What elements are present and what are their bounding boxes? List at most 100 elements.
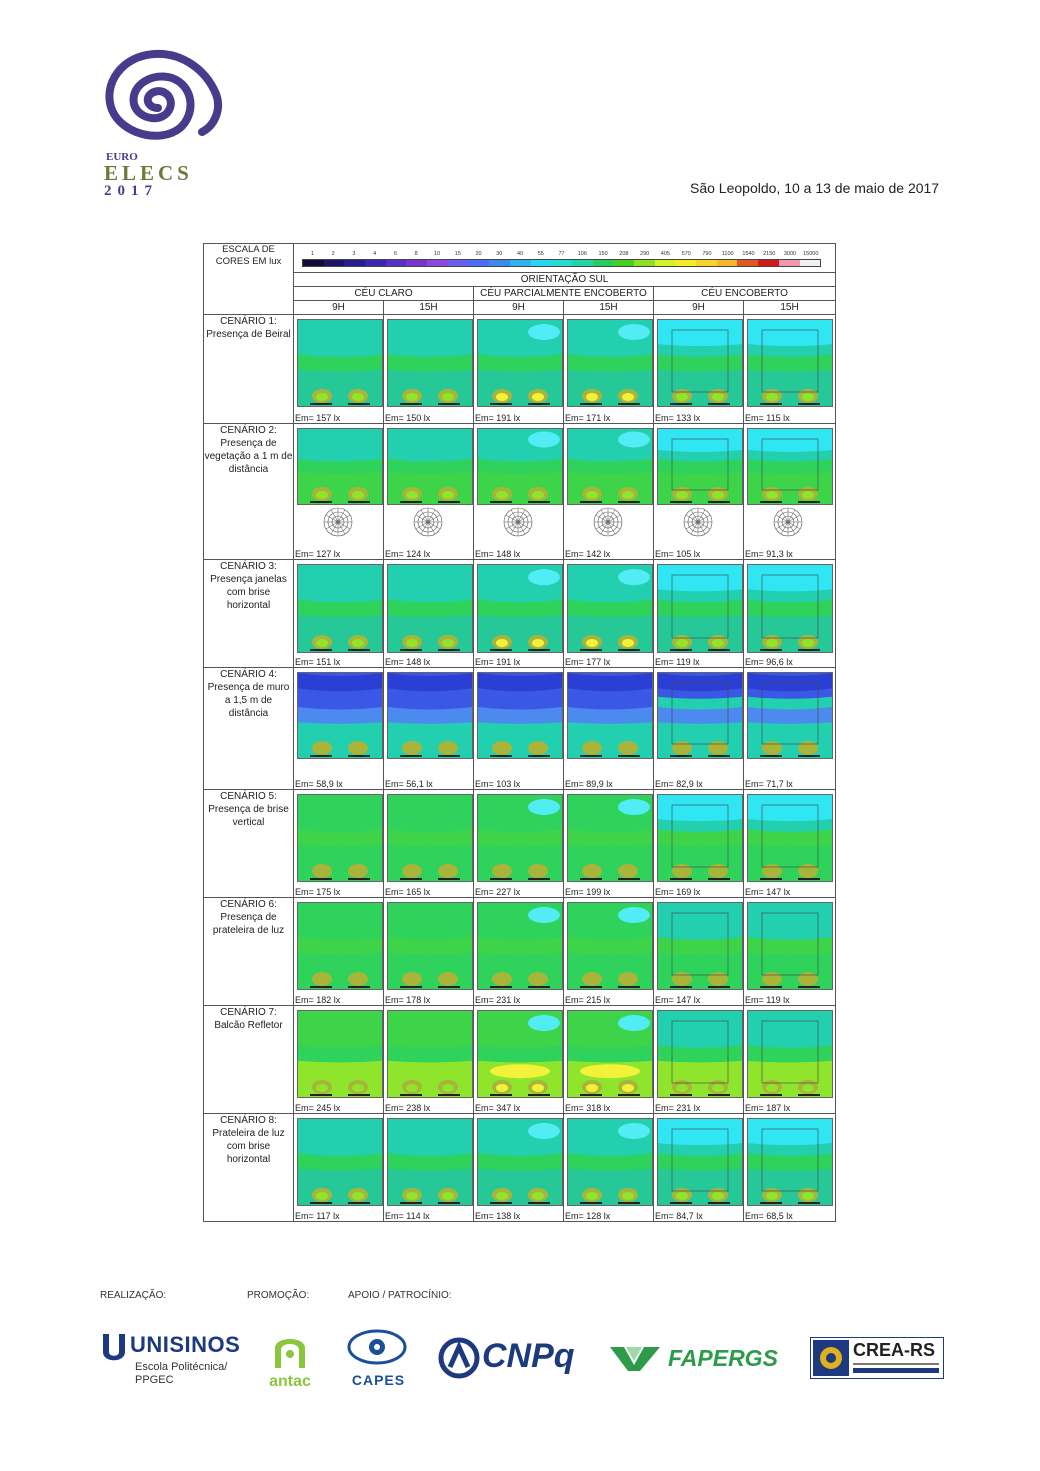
unisinos-sub2: PPGEC <box>135 1374 174 1386</box>
mean-illuminance: Em= 150 lx <box>385 413 431 423</box>
mean-illuminance: Em= 178 lx <box>385 995 431 1005</box>
illuminance-map <box>387 1010 473 1098</box>
mean-illuminance: Em= 82,9 lx <box>655 779 703 789</box>
illuminance-map <box>657 564 743 653</box>
simulation-cell: Em= 96,6 lx <box>742 559 837 668</box>
mean-illuminance: Em= 127 lx <box>295 549 341 559</box>
hour-label: 15H <box>383 300 474 315</box>
antac-logo: antac <box>255 1330 325 1391</box>
simulation-cell: Em= 215 lx <box>563 897 654 1006</box>
illuminance-map <box>567 1010 653 1098</box>
mean-illuminance: Em= 245 lx <box>295 1103 341 1113</box>
simulation-cell: Em= 178 lx <box>383 897 474 1006</box>
simulation-cell: Em= 231 lx <box>473 897 564 1006</box>
scale-swatch <box>509 260 531 266</box>
mean-illuminance: Em= 175 lx <box>295 887 341 897</box>
mean-illuminance: Em= 227 lx <box>475 887 521 897</box>
scale-swatch <box>323 260 345 266</box>
illuminance-map <box>477 1010 563 1098</box>
scale-value: 30 <box>496 251 503 257</box>
illuminance-map <box>387 672 473 759</box>
apoio-label: APOIO / PATROCÍNIO: <box>348 1290 452 1301</box>
simulation-cell: Em= 71,7 lx <box>742 667 837 790</box>
sun-path-diagram-icon <box>323 507 353 537</box>
scale-value: 1 <box>310 251 314 257</box>
simulation-cell: Em= 148 lx <box>473 423 564 560</box>
mean-illuminance: Em= 119 lx <box>745 995 790 1005</box>
scenario-row: CENÁRIO 1: Presença de Beiral Em= 157 lx E… <box>203 314 837 424</box>
mean-illuminance: Em= 151 lx <box>295 657 341 667</box>
simulation-cell: Em= 187 lx <box>742 1005 837 1114</box>
realizacao-label: REALIZAÇÃO: <box>100 1290 167 1301</box>
mean-illuminance: Em= 148 lx <box>385 657 431 667</box>
mean-illuminance: Em= 142 lx <box>565 549 611 559</box>
sun-path-diagram <box>683 507 713 537</box>
illuminance-map <box>567 428 653 505</box>
hour-label: 15H <box>563 300 654 315</box>
sun-path-diagram <box>593 507 623 537</box>
sun-path-diagram <box>503 507 533 537</box>
mean-illuminance: Em= 138 lx <box>475 1211 521 1221</box>
simulation-cell: Em= 84,7 lx <box>653 1113 744 1222</box>
mean-illuminance: Em= 117 lx <box>295 1211 340 1221</box>
illuminance-map <box>657 902 743 990</box>
euro-elecs-logo: EURO ELECS 2017 <box>98 48 228 199</box>
simulation-cell: Em= 56,1 lx <box>383 667 474 790</box>
sun-path-diagram <box>773 507 803 537</box>
unisinos-sub1: Escola Politécnica/ <box>135 1361 228 1373</box>
scale-swatch <box>758 260 779 266</box>
simulation-cell: Em= 169 lx <box>653 789 744 898</box>
scale-swatch <box>634 260 655 266</box>
scenario-row: CENÁRIO 5: Presença de brise vertical Em=… <box>203 789 837 898</box>
illuminance-map <box>747 794 833 882</box>
simulation-cell: Em= 105 lx <box>653 423 744 560</box>
capes-eye-icon <box>347 1329 407 1365</box>
mean-illuminance: Em= 91,3 lx <box>745 549 793 559</box>
illuminance-map <box>567 902 653 990</box>
scale-swatch <box>737 260 759 266</box>
scale-value: 8 <box>414 251 418 257</box>
scale-value: 1540 <box>742 251 755 257</box>
simulation-cell: Em= 318 lx <box>563 1005 654 1114</box>
sky-group-clear: CÉU CLARO <box>293 286 474 301</box>
scale-row: ESCALA DE CORES EM lux 1 2 3 4 6 8 10 15 20 30 40 5… <box>203 243 837 315</box>
scenario-row: CENÁRIO 8: Prateleira de luz com brise h… <box>203 1113 837 1222</box>
illuminance-map <box>477 794 563 882</box>
scale-swatch <box>778 260 800 266</box>
mean-illuminance: Em= 171 lx <box>565 413 611 423</box>
illuminance-map <box>297 564 383 653</box>
simulation-cell: Em= 177 lx <box>563 559 654 668</box>
scale-swatch <box>489 260 510 266</box>
scenario-label: CENÁRIO 6: Presença de prateleira de luz <box>203 897 294 1006</box>
scale-value: 405 <box>660 251 670 257</box>
mean-illuminance: Em= 128 lx <box>565 1211 611 1221</box>
crea-tagline-bar <box>853 1368 939 1373</box>
scale-swatch <box>799 260 821 266</box>
illuminance-map <box>657 672 743 759</box>
sun-path-diagram <box>323 507 353 537</box>
logo-euro-text: EURO <box>106 151 138 163</box>
sky-group-partly: CÉU PARCIALMENTE ENCOBERTO <box>473 286 654 301</box>
simulation-cell: Em= 68,5 lx <box>742 1113 837 1222</box>
illuminance-map <box>657 1118 743 1206</box>
scale-swatch <box>613 260 634 266</box>
scenario-label: CENÁRIO 4: Presença de muro a 1,5 m de d… <box>203 667 294 790</box>
mean-illuminance: Em= 147 lx <box>745 887 791 897</box>
sponsor-logos: UNISINOS Escola Politécnica/ PPGEC antac… <box>0 1325 1040 1395</box>
scale-value: 570 <box>681 251 691 257</box>
mean-illuminance: Em= 89,9 lx <box>565 779 613 789</box>
mean-illuminance: Em= 148 lx <box>475 549 521 559</box>
sun-path-diagram-icon <box>593 507 623 537</box>
unisinos-u-icon <box>103 1334 125 1361</box>
mean-illuminance: Em= 238 lx <box>385 1103 431 1113</box>
scale-swatch <box>675 260 697 266</box>
scale-value: 4 <box>373 251 377 257</box>
simulation-cell: Em= 82,9 lx <box>653 667 744 790</box>
crea-subtext-line <box>853 1363 939 1365</box>
mean-illuminance: Em= 157 lx <box>295 413 341 423</box>
scale-swatch <box>385 260 407 266</box>
mean-illuminance: Em= 103 lx <box>475 779 521 789</box>
antac-name: antac <box>269 1373 311 1390</box>
scale-value: 290 <box>640 251 650 257</box>
scale-label: ESCALA DE CORES EM lux <box>203 243 294 315</box>
